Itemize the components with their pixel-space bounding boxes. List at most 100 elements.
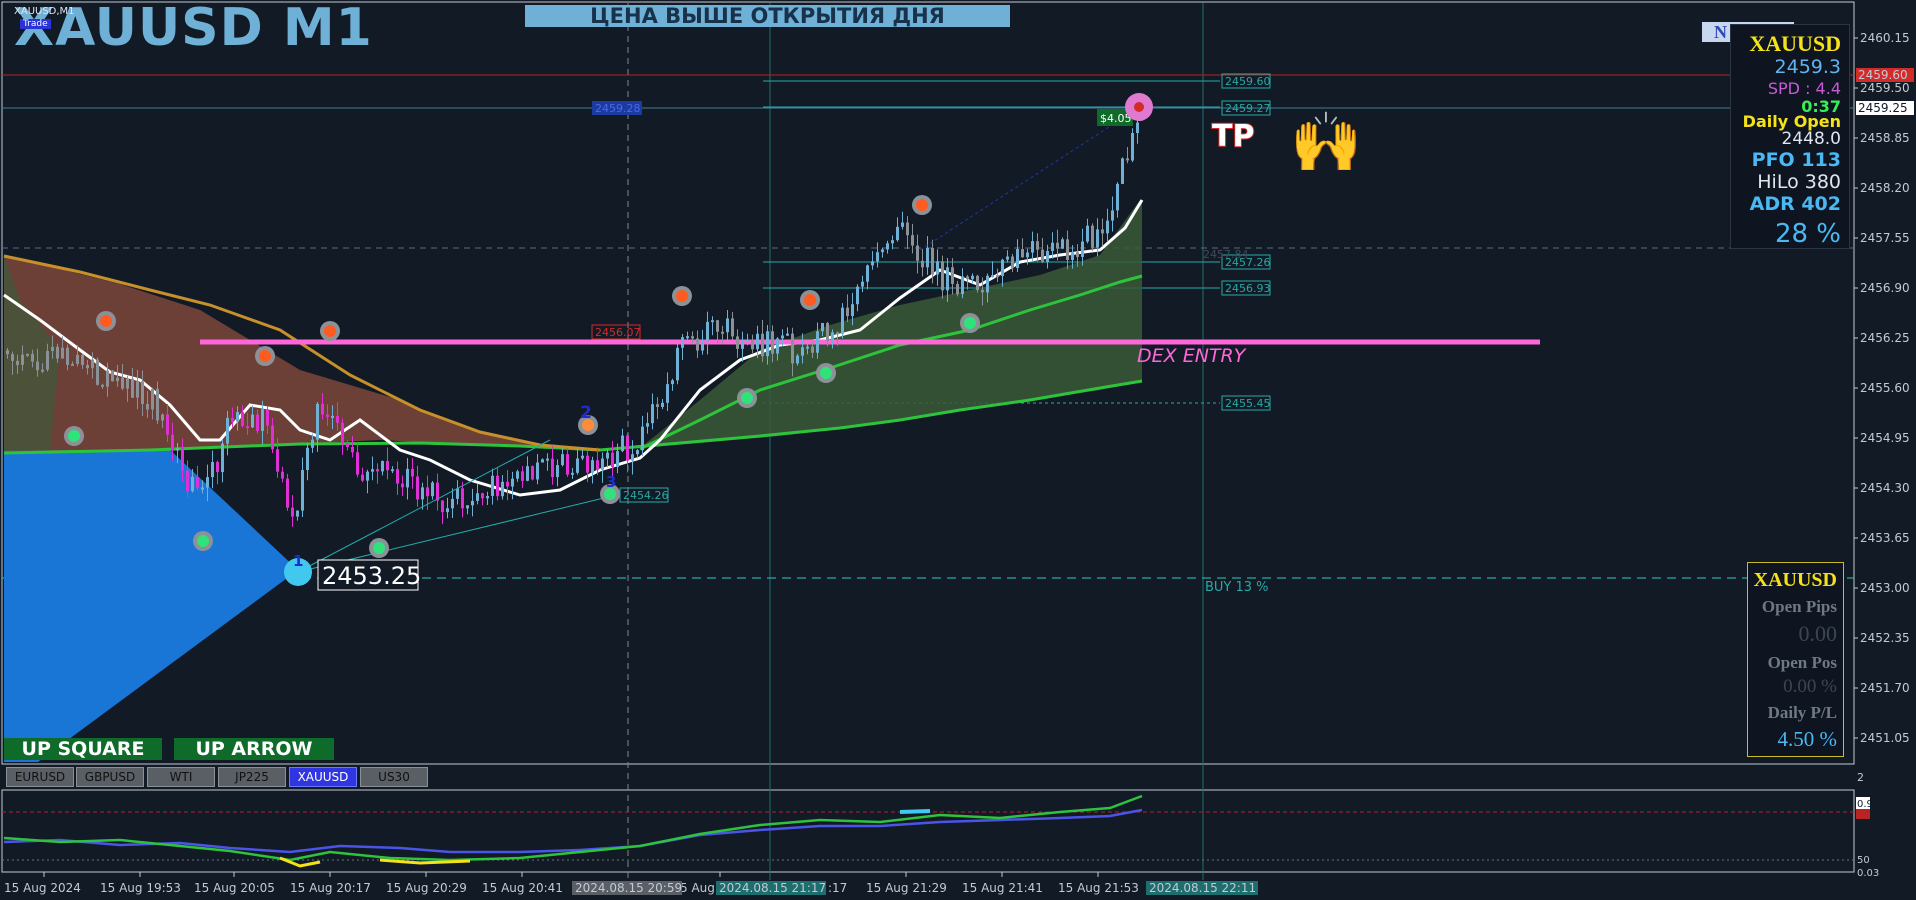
pos-open-pips-value: 0.00 (1798, 621, 1838, 646)
tab-us30[interactable]: US30 (360, 767, 428, 787)
info-daily-open-label: Daily Open (1742, 112, 1841, 131)
price-tick: 2456.90 (1860, 281, 1910, 295)
price-tick: 2460.15 (1860, 31, 1910, 45)
svg-text:2459.27: 2459.27 (1225, 102, 1271, 115)
low-callout-box (317, 559, 419, 591)
time-tick: 15 Aug 20:29 (386, 881, 467, 895)
slow-ma-orange (3, 254, 601, 452)
trade-badge[interactable]: Trade (20, 19, 51, 29)
pos-open-pos-label: Open Pos (1767, 653, 1837, 672)
price-tick: 2458.20 (1860, 181, 1910, 195)
osc-level-top: 0.9 (1857, 799, 1873, 810)
subwindow-index: 2 (1857, 771, 1864, 784)
info-adr: ADR 402 (1749, 193, 1841, 215)
time-tick: 15 Aug 21:41 (962, 881, 1043, 895)
oscillator (2, 794, 1854, 868)
wave-2: 2 (580, 403, 592, 423)
pos-open-pos-value: 0.00 % (1783, 676, 1837, 697)
info-percent: 28 % (1774, 219, 1841, 249)
price-tag-red (1856, 68, 1914, 82)
pos-symbol: XAUUSD (1753, 569, 1837, 591)
time-tick: 15 Aug 19:53 (100, 881, 181, 895)
up-arrow-button[interactable]: UP ARROW (174, 738, 334, 760)
chart-title: XAUUSD M1 (14, 0, 373, 58)
svg-text:2456.07: 2456.07 (595, 326, 641, 339)
price-tick: 2453.65 (1860, 531, 1910, 545)
bull-cloud (640, 200, 1142, 448)
price-tick: 2457.55 (1860, 231, 1910, 245)
svg-text:2459.28: 2459.28 (595, 102, 641, 115)
candlesticks (6, 112, 1139, 527)
time-partial: :17 (828, 881, 847, 895)
price-tag-current (1856, 101, 1914, 115)
time-tick: 15 Aug 20:17 (290, 881, 371, 895)
info-daily-open-value: 2448.0 (1781, 129, 1841, 149)
fast-ma-white (3, 199, 1144, 497)
time-tick: 15 Aug 21:53 (1058, 881, 1139, 895)
price-tick: 2451.05 (1860, 731, 1910, 745)
trend-banner: ЦЕНА ВЫШЕ ОТКРЫТИЯ ДНЯ (525, 5, 1010, 27)
trend-line (919, 109, 1136, 251)
price-tick: 2453.00 (1860, 581, 1910, 595)
time-tick: 15 Aug 20:41 (482, 881, 563, 895)
wave-1: 1 (293, 552, 303, 570)
mid-ma-green (639, 274, 1143, 451)
tab-jp225[interactable]: JP225 (218, 767, 286, 787)
time-tick: 5 Aug (680, 881, 715, 895)
svg-text:2459.60: 2459.60 (1858, 68, 1908, 82)
price-tick: 2454.95 (1860, 431, 1910, 445)
time-tick: 15 Aug 2024 (4, 881, 81, 895)
tab-eurusd[interactable]: EURUSD (6, 767, 74, 787)
time-tick: 15 Aug 21:29 (866, 881, 947, 895)
svg-text:2454.26: 2454.26 (623, 489, 669, 502)
symbol-tag: XAUUSD,M1 (14, 6, 75, 17)
info-symbol: XAUUSD (1749, 31, 1841, 56)
price-tick: 2458.85 (1860, 131, 1910, 145)
svg-text:2456.93: 2456.93 (1225, 282, 1271, 295)
tab-wti[interactable]: WTI (147, 767, 215, 787)
entry-text: DEX ENTRY (1137, 345, 1247, 367)
buy-label: BUY 13 % (1205, 580, 1269, 595)
low-marker (284, 558, 312, 586)
time-highlight-1: 2024.08.15 20:59 (575, 881, 682, 895)
trend-line (297, 439, 551, 573)
price-tick: 2451.70 (1860, 681, 1910, 695)
tp-label: TP (1212, 119, 1254, 154)
info-pfo: PFO 113 (1751, 149, 1841, 171)
price-tick: 2459.50 (1860, 81, 1910, 95)
price-tick: 2456.25 (1860, 331, 1910, 345)
info-time: 0:37 (1801, 97, 1841, 116)
position-panel: XAUUSD Open Pips 0.00 Open Pos 0.00 % Da… (1747, 562, 1844, 757)
price-axis: 2460.15 2459.50 2458.85 2458.20 2457.55 2456.… (1854, 31, 1910, 745)
time-tick: 15 Aug 20:05 (194, 881, 275, 895)
price-tick: 2454.30 (1860, 481, 1910, 495)
price-tick: 2455.60 (1860, 381, 1910, 395)
svg-text:$4.05: $4.05 (1100, 112, 1132, 125)
pos-open-pips-label: Open Pips (1761, 597, 1837, 616)
signal-dots (64, 195, 980, 558)
info-panel: XAUUSD 2459.3 SPD : 4.4 0:37 Daily Open … (1730, 24, 1850, 249)
slow-ma-green (3, 379, 1143, 455)
osc-level-mid: 50 (1857, 855, 1870, 866)
info-hilo: HiLo 380 (1757, 171, 1841, 193)
tab-gbpusd[interactable]: GBPUSD (76, 767, 144, 787)
info-spread: SPD : 4.4 (1767, 79, 1841, 98)
up-square-button[interactable]: UP SQUARE (4, 738, 162, 760)
pos-daily-pl-label: Daily P/L (1767, 703, 1837, 722)
pos-daily-pl-value: 4.50 % (1777, 727, 1838, 751)
time-axis: 15 Aug 2024 15 Aug 19:53 15 Aug 20:05 15 Au… (4, 872, 1139, 895)
svg-text:2459.60: 2459.60 (1225, 75, 1271, 88)
level-labels: 2459.60 2459.27 2457.26 2456.93 2455.45 … (591, 73, 1271, 503)
price-tick: 2452.35 (1860, 631, 1910, 645)
celebration-icon: 🙌 (1290, 108, 1362, 176)
info-bid: 2459.3 (1774, 56, 1841, 78)
svg-text:2455.45: 2455.45 (1225, 397, 1271, 410)
low-callout: 2453.25 (322, 562, 421, 590)
wave-3: 3 (606, 473, 616, 491)
svg-text:2457.84: 2457.84 (1203, 248, 1249, 261)
tab-xauusd[interactable]: XAUUSD (289, 767, 357, 787)
svg-text:2457.26: 2457.26 (1225, 256, 1271, 269)
time-highlight-2: 2024.08.15 21:17 (719, 881, 826, 895)
projection-triangle (4, 450, 298, 762)
